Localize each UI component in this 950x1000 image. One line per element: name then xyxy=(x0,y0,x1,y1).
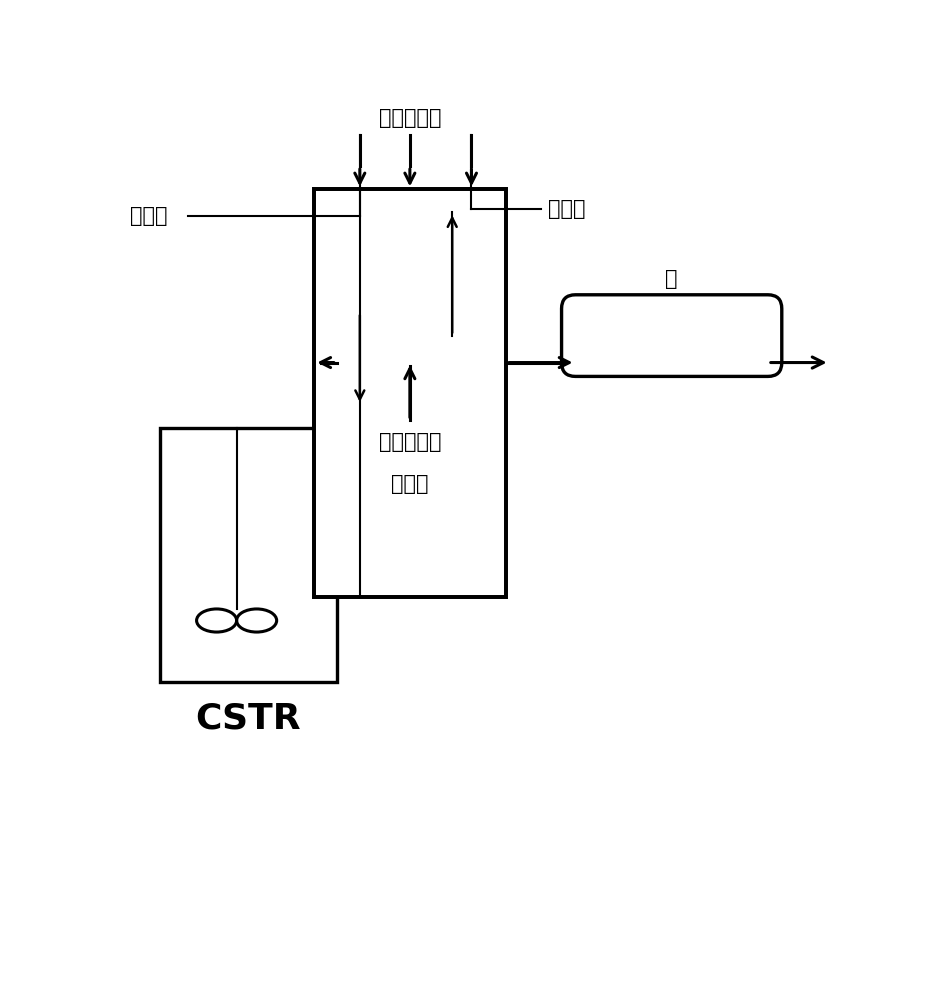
Text: 管: 管 xyxy=(665,269,678,289)
Text: 起始剂: 起始剂 xyxy=(130,206,168,226)
Polygon shape xyxy=(314,189,506,597)
Text: CSTR: CSTR xyxy=(196,701,301,735)
Text: 第一催化剂: 第一催化剂 xyxy=(379,108,441,128)
Text: 第二催化剂: 第二催化剂 xyxy=(379,432,441,452)
Text: 氧化物: 氧化物 xyxy=(548,199,586,219)
Polygon shape xyxy=(160,428,336,682)
FancyBboxPatch shape xyxy=(561,295,782,376)
Text: 氧化物: 氧化物 xyxy=(391,474,428,494)
